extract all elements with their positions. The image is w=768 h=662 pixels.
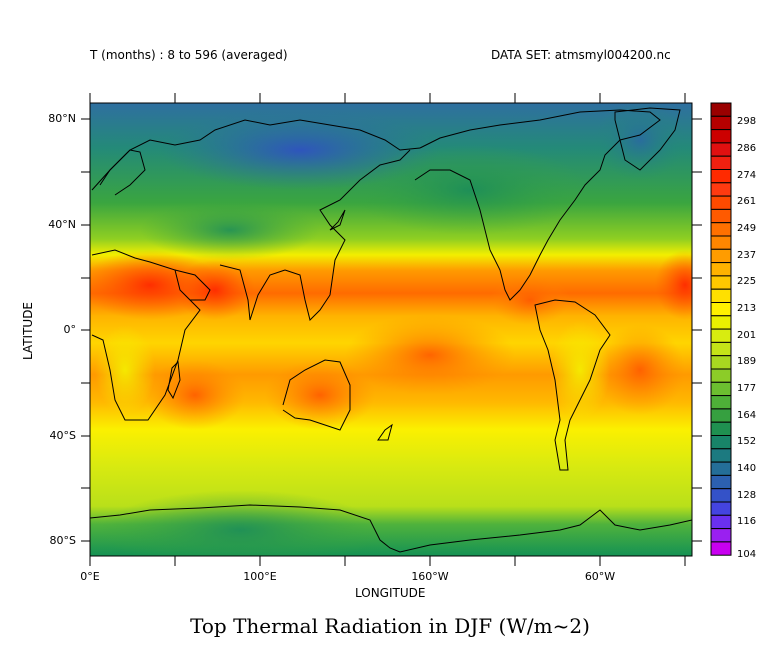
- colorbar-label: 298: [737, 116, 757, 127]
- colorbar-label: 225: [737, 276, 757, 287]
- colorbar-label: 140: [737, 463, 757, 474]
- chart-title: Top Thermal Radiation in DJF (W/m~2): [190, 614, 590, 638]
- colorbar-label: 201: [737, 330, 757, 341]
- colorbar-label: 116: [737, 516, 757, 527]
- colorbar: [710, 102, 732, 556]
- x-tick-60w: 60°W: [584, 570, 616, 583]
- colorbar-label: 152: [737, 436, 757, 447]
- colorbar-label: 104: [737, 549, 757, 560]
- y-axis-label: LATITUDE: [21, 301, 35, 361]
- x-tick-100e: 100°E: [243, 570, 277, 583]
- coastlines: [90, 107, 692, 553]
- colorbar-label: 274: [737, 170, 757, 181]
- radiation-field: [90, 103, 692, 556]
- colorbar-label: 237: [737, 250, 757, 261]
- colorbar-label: 189: [737, 356, 757, 367]
- x-tick-160w: 160°W: [411, 570, 449, 583]
- colorbar-label: 261: [737, 196, 757, 207]
- y-tick-40s: 40°S: [49, 429, 76, 442]
- colorbar-label: 164: [737, 410, 757, 421]
- colorbar-label: 249: [737, 223, 757, 234]
- x-axis-label: LONGITUDE: [355, 586, 426, 600]
- y-tick-0: 0°: [63, 323, 77, 336]
- x-tick-0e: 0°E: [80, 570, 100, 583]
- colorbar-label: 177: [737, 383, 757, 394]
- y-tick-40n: 40°N: [48, 218, 76, 231]
- colorbar-label: 286: [737, 143, 757, 154]
- colorbar-label: 213: [737, 303, 757, 314]
- subtitle-time-range: T (months) : 8 to 596 (averaged): [90, 48, 288, 62]
- axis-ticks: [81, 93, 702, 566]
- y-tick-80s: 80°S: [49, 534, 76, 547]
- subtitle-dataset: DATA SET: atmsmyl004200.nc: [491, 48, 671, 62]
- y-tick-80n: 80°N: [48, 112, 76, 125]
- colorbar-label: 128: [737, 490, 757, 501]
